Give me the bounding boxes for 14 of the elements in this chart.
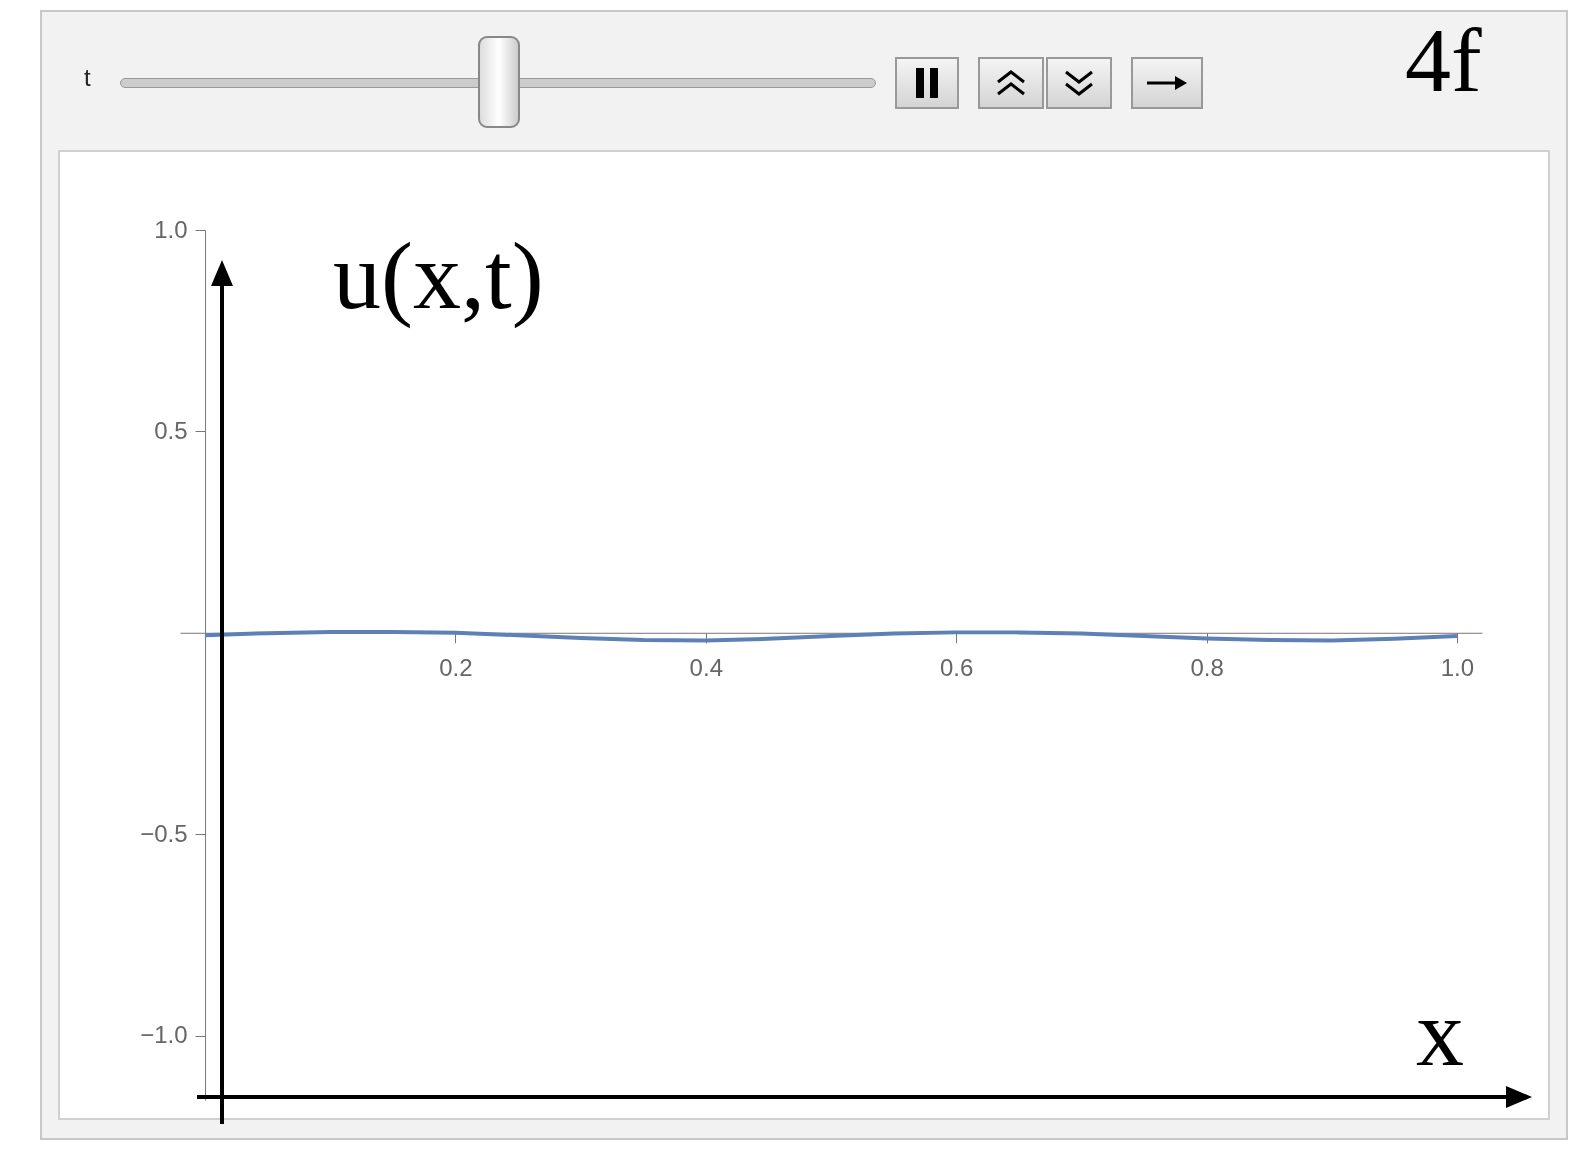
x-axis-title: x	[1416, 979, 1464, 1086]
y-axis-title: u(x,t)	[333, 222, 544, 329]
y-tick-label: 1.0	[154, 215, 188, 243]
line-series	[203, 629, 1459, 643]
x-tick-label: 1.0	[1440, 654, 1475, 682]
x-tick-label: 0.8	[1190, 654, 1224, 682]
x-tick-label: 0.6	[940, 654, 974, 682]
y-tick-label: −1.0	[140, 1021, 188, 1049]
chart-title: 4f	[1405, 9, 1482, 111]
x-tick-label: 0.4	[689, 654, 723, 682]
y-tick-label: −0.5	[140, 819, 188, 847]
x-tick-label: 0.2	[439, 654, 473, 682]
text: t	[84, 64, 91, 92]
y-tick-label: 0.5	[154, 416, 188, 444]
